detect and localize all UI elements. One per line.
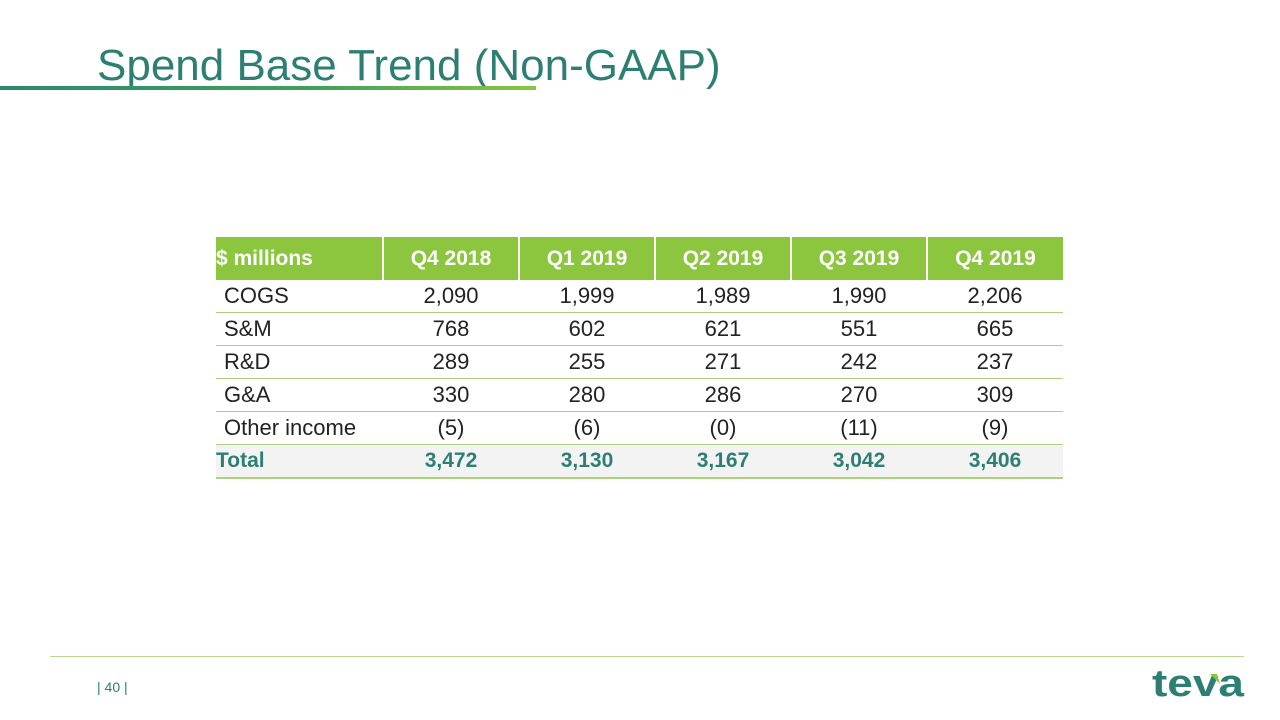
- table-cell: 602: [519, 312, 655, 346]
- title-underline: [0, 86, 536, 90]
- table-cell: 1,999: [519, 280, 655, 313]
- logo-accent-mark: [1210, 674, 1220, 684]
- table-cell: 1,989: [655, 280, 791, 313]
- table-cell: 1,990: [791, 280, 927, 313]
- table-row: S&M 768 602 621 551 665: [216, 312, 1063, 346]
- total-cell: 3,167: [655, 444, 791, 479]
- total-cell: 3,042: [791, 444, 927, 479]
- table-cell: 286: [655, 378, 791, 412]
- table-cell: (6): [519, 411, 655, 445]
- row-label: COGS: [216, 280, 383, 313]
- slide-title: Spend Base Trend (Non-GAAP): [97, 41, 721, 90]
- table-header-row: $ millions Q4 2018 Q1 2019 Q2 2019 Q3 20…: [216, 237, 1063, 280]
- table-cell: 2,090: [383, 280, 519, 313]
- table-cell: 271: [655, 345, 791, 379]
- table-cell: 289: [383, 345, 519, 379]
- header-cell-q1-2019: Q1 2019: [519, 237, 656, 280]
- teva-logo: teva: [1152, 663, 1245, 704]
- table-row: R&D 289 255 271 242 237: [216, 345, 1063, 379]
- table-row: COGS 2,090 1,999 1,989 1,990 2,206: [216, 280, 1063, 313]
- row-label: S&M: [216, 312, 383, 346]
- table-cell: 280: [519, 378, 655, 412]
- table-cell: (9): [927, 411, 1063, 445]
- table-cell: (0): [655, 411, 791, 445]
- logo-wordmark: teva: [1152, 663, 1245, 704]
- table-cell: 330: [383, 378, 519, 412]
- spend-table: $ millions Q4 2018 Q1 2019 Q2 2019 Q3 20…: [216, 237, 1063, 479]
- total-label: Total: [216, 444, 383, 479]
- total-cell: 3,406: [927, 444, 1063, 479]
- table-cell: 255: [519, 345, 655, 379]
- table-cell: 237: [927, 345, 1063, 379]
- table-row: G&A 330 280 286 270 309: [216, 378, 1063, 412]
- row-label: R&D: [216, 345, 383, 379]
- table-cell: 621: [655, 312, 791, 346]
- table-cell: 768: [383, 312, 519, 346]
- table-cell: 270: [791, 378, 927, 412]
- table-cell: (11): [791, 411, 927, 445]
- total-row: Total 3,472 3,130 3,167 3,042 3,406: [216, 444, 1063, 479]
- table-cell: 665: [927, 312, 1063, 346]
- page-number: | 40 |: [97, 679, 128, 695]
- header-cell-units: $ millions: [216, 237, 384, 280]
- row-label: Other income: [216, 411, 383, 445]
- table-cell: 309: [927, 378, 1063, 412]
- header-cell-q3-2019: Q3 2019: [791, 237, 928, 280]
- table-row: Other income (5) (6) (0) (11) (9): [216, 411, 1063, 445]
- header-cell-q4-2018: Q4 2018: [383, 237, 520, 280]
- row-label: G&A: [216, 378, 383, 412]
- header-cell-q2-2019: Q2 2019: [655, 237, 792, 280]
- total-cell: 3,130: [519, 444, 655, 479]
- table-cell: 551: [791, 312, 927, 346]
- header-cell-q4-2019: Q4 2019: [927, 237, 1063, 280]
- table-cell: 2,206: [927, 280, 1063, 313]
- footer-divider: [50, 656, 1244, 657]
- total-cell: 3,472: [383, 444, 519, 479]
- table-cell: (5): [383, 411, 519, 445]
- table-cell: 242: [791, 345, 927, 379]
